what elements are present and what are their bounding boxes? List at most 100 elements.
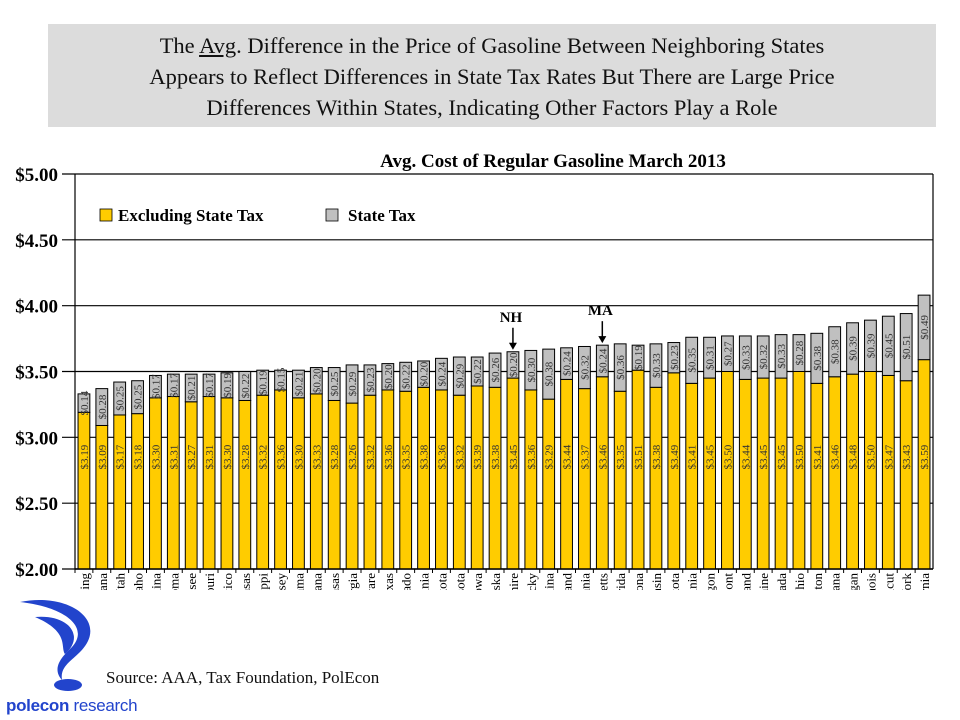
data-label-excluding-tax: $3.32 <box>365 445 377 470</box>
bar-state-tax <box>452 356 466 396</box>
bar-excluding-tax <box>309 393 323 570</box>
legend-background <box>95 196 455 234</box>
data-label-excluding-tax: $3.45 <box>508 444 520 469</box>
bar-state-tax <box>417 360 430 388</box>
bar-state-tax <box>506 351 520 379</box>
x-tick-label: New York <box>899 573 914 590</box>
headline-underlined: Avg <box>199 33 237 58</box>
data-label-excluding-tax: $3.51 <box>633 445 645 470</box>
x-tick-label: Tennessee <box>184 573 199 590</box>
x-tick-label: Oregon <box>703 573 718 590</box>
bar-excluding-tax <box>506 377 520 570</box>
x-tick-label: Ohio <box>792 573 807 590</box>
gas-price-chart: $2.00 $2.50 $3.00 $3.50 $4.00 $4.50 $5.00 Exclu… <box>15 151 934 590</box>
data-label-state-tax: $0.17 <box>150 374 162 399</box>
data-label-state-tax: $0.20 <box>383 364 395 389</box>
data-label-state-tax: $0.36 <box>615 355 627 380</box>
data-label-state-tax: $0.19 <box>258 370 270 395</box>
legend-label-state-tax: State Tax <box>348 206 416 225</box>
data-label-excluding-tax: $3.48 <box>848 444 860 469</box>
bar-excluding-tax <box>292 397 305 570</box>
bar-excluding-tax <box>363 394 377 570</box>
x-tick-label: Idaho <box>131 573 146 590</box>
data-label-excluding-tax: $3.27 <box>186 444 198 469</box>
x-tick-label: Delaware <box>363 573 378 590</box>
y-tick-label: $2.50 <box>15 494 58 515</box>
data-label-excluding-tax: $3.38 <box>651 444 663 469</box>
bar-state-tax <box>524 349 538 391</box>
data-label-state-tax: $0.25 <box>329 371 341 396</box>
data-label-excluding-tax: $3.32 <box>454 445 466 470</box>
bar-excluding-tax <box>738 378 752 570</box>
data-label-excluding-tax: $3.38 <box>490 444 502 469</box>
data-label-state-tax: $0.23 <box>365 367 377 392</box>
data-label-state-tax: $0.21 <box>293 372 305 397</box>
annotation-label: NH <box>500 310 523 326</box>
bar-excluding-tax <box>595 376 609 570</box>
bar-excluding-tax <box>470 385 484 570</box>
y-tick-label: $3.50 <box>15 363 58 384</box>
bar-excluding-tax <box>488 386 502 570</box>
bar-state-tax <box>792 334 806 372</box>
x-tick-label: Vermont <box>720 573 735 590</box>
y-tick-label: $5.00 <box>15 165 58 186</box>
data-label-state-tax: $0.28 <box>97 394 109 419</box>
x-tick-label: Pennsylvania <box>577 573 592 590</box>
bar-excluding-tax <box>417 386 430 570</box>
bar-excluding-tax <box>881 374 895 570</box>
bar-excluding-tax <box>238 399 252 570</box>
data-label-excluding-tax: $3.36 <box>436 444 448 469</box>
x-tick-label: Wyoming <box>77 573 92 590</box>
x-tick-label: Massachusetts <box>595 573 610 590</box>
bar-state-tax <box>149 374 162 399</box>
data-label-state-tax: $0.26 <box>490 357 502 382</box>
data-label-state-tax: $0.22 <box>240 374 252 399</box>
x-tick-label: Louisiana <box>309 573 324 590</box>
x-tick-label: South Carolina <box>148 573 163 590</box>
data-label-excluding-tax: $3.49 <box>669 444 681 469</box>
x-tick-label: New Hampshire <box>506 573 521 590</box>
data-label-state-tax: $0.51 <box>901 335 913 360</box>
bar-excluding-tax <box>166 396 180 570</box>
bar-state-tax <box>703 336 716 379</box>
data-label-excluding-tax: $3.41 <box>812 445 824 470</box>
bar-state-tax <box>667 342 681 374</box>
data-label-excluding-tax: $3.36 <box>526 444 538 469</box>
data-label-state-tax: $0.32 <box>579 355 591 380</box>
x-tick-label: Wisconsin <box>649 573 664 590</box>
data-label-state-tax: $0.27 <box>722 341 734 366</box>
bar-state-tax <box>220 372 234 399</box>
bar-state-tax <box>488 352 502 388</box>
bar-state-tax <box>631 344 645 371</box>
bar-state-tax <box>810 332 824 384</box>
bar-state-tax <box>881 315 895 376</box>
data-label-excluding-tax: $3.36 <box>276 444 288 469</box>
data-label-excluding-tax: $3.32 <box>258 445 270 470</box>
bar-state-tax <box>542 348 556 400</box>
data-label-state-tax: $0.38 <box>812 345 824 370</box>
bar-state-tax <box>899 313 913 382</box>
bar-state-tax <box>399 361 413 392</box>
x-tick-label: Virginia <box>417 573 432 590</box>
data-label-excluding-tax: $3.45 <box>776 444 788 469</box>
data-label-excluding-tax: $3.17 <box>115 444 127 469</box>
x-tick-label: Michigan <box>846 573 861 590</box>
bar-excluding-tax <box>578 388 591 570</box>
bar-state-tax <box>756 335 770 379</box>
data-label-excluding-tax: $3.39 <box>472 444 484 469</box>
x-tick-label: Arkansas <box>238 573 253 590</box>
data-label-state-tax: $0.15 <box>276 367 288 392</box>
x-tick-label: Maryland <box>560 573 575 590</box>
bar-excluding-tax <box>649 386 663 570</box>
bar-state-tax <box>613 343 627 392</box>
x-tick-label: Rhode Island <box>738 573 753 590</box>
bar-state-tax <box>864 319 877 372</box>
bar-excluding-tax <box>542 398 556 570</box>
data-label-excluding-tax: $3.35 <box>615 444 627 469</box>
data-label-excluding-tax: $3.45 <box>758 444 770 469</box>
x-tick-label: Arizona <box>631 573 646 590</box>
data-label-state-tax: $0.31 <box>705 345 717 370</box>
headline-line-1: The Avg. Difference in the Price of Gaso… <box>48 30 936 61</box>
x-tick-label: Kentucky <box>524 573 539 590</box>
data-label-state-tax: $0.38 <box>830 339 842 364</box>
